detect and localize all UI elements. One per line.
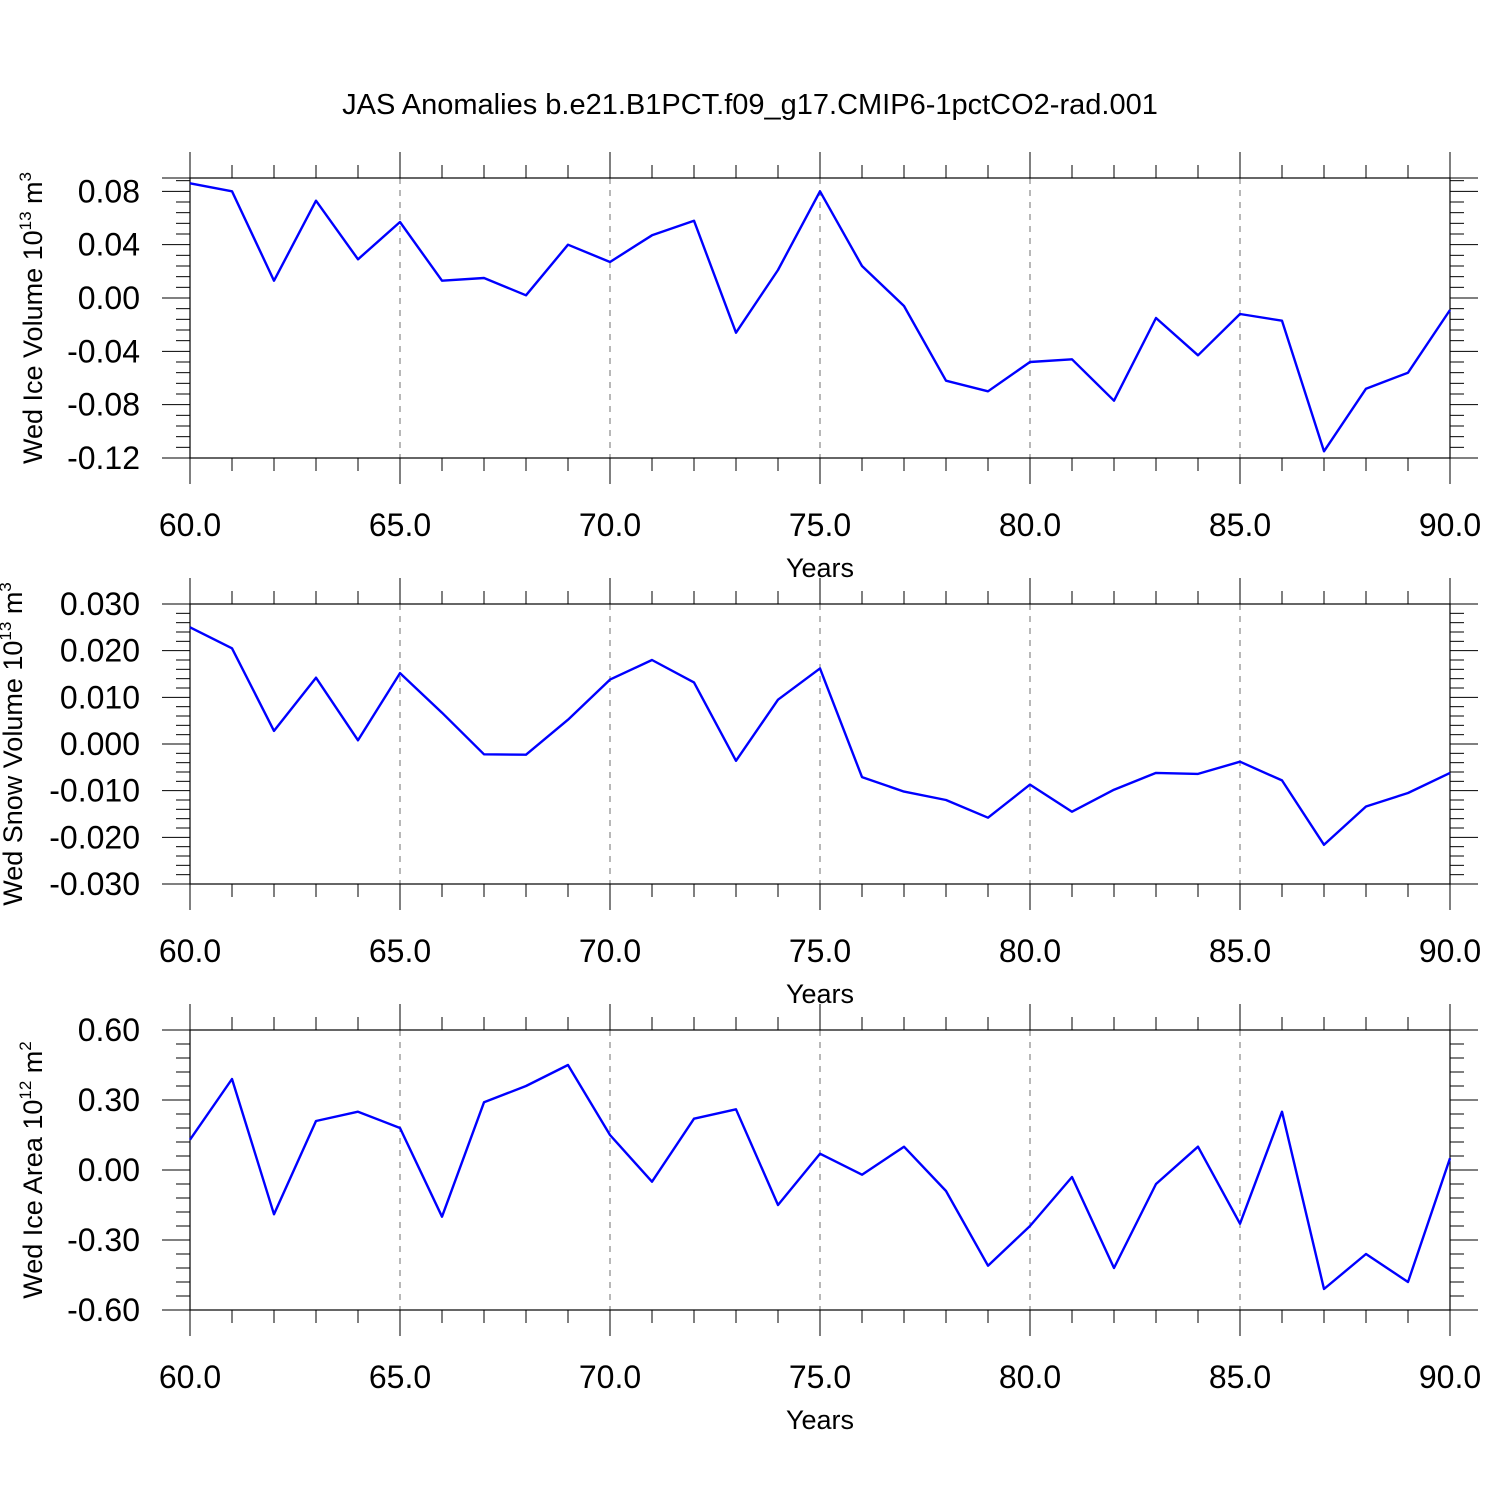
y-tick-label: -0.030 [49,866,140,902]
y-tick-label: 0.000 [60,726,140,762]
y-tick-label: -0.08 [67,387,140,423]
y-tick-label: 0.60 [78,1012,140,1048]
x-tick-label: 60.0 [159,507,221,543]
y-tick-label: 0.020 [60,633,140,669]
y-tick-label: 0.030 [60,586,140,622]
series-line [189,182,1451,453]
x-tick-label: 80.0 [999,1359,1061,1395]
y-tick-label: -0.010 [49,773,140,809]
panel-2: 0.030 0.020 0.010 0.000 -0.010 -0.020 -0.030 60… [0,578,1481,1009]
x-tick-label: 85.0 [1209,933,1271,969]
y-axis-title: Wed Ice Volume 1013 m3 [16,172,48,464]
series-line [189,1063,1452,1291]
x-tick-label: 85.0 [1209,1359,1271,1395]
y-tick-label: 0.00 [78,280,140,316]
y-tick-label: 0.04 [78,227,140,263]
x-tick-label: 60.0 [159,933,221,969]
x-tick-label: 65.0 [369,507,431,543]
x-axis-title: Years [786,1405,854,1435]
y-tick-label: -0.04 [67,333,140,369]
y-tick-label: 0.08 [78,173,140,209]
x-tick-label: 80.0 [999,933,1061,969]
panel-3: 0.60 0.30 0.00 -0.30 -0.60 60.0 65.0 70.0 75.0 80… [16,1004,1481,1435]
panel-1: 0.08 0.04 0.00 -0.04 -0.08 -0.12 60.0 65.0 70.0 7… [16,152,1481,583]
y-tick-label: 0.00 [78,1152,140,1188]
x-tick-label: 75.0 [789,1359,851,1395]
y-tick-label: 0.010 [60,679,140,715]
chart-title: JAS Anomalies b.e21.B1PCT.f09_g17.CMIP6-… [342,89,1158,121]
y-tick-label: 0.30 [78,1082,140,1118]
x-tick-label: 90.0 [1419,1359,1481,1395]
x-tick-label: 75.0 [789,933,851,969]
x-tick-label: 70.0 [579,1359,641,1395]
x-tick-label: 60.0 [159,1359,221,1395]
y-axis-title: Wed Snow Volume 1013 m3 [0,582,28,906]
x-tick-label: 75.0 [789,507,851,543]
x-tick-label: 70.0 [579,933,641,969]
series-line [189,626,1451,846]
x-tick-label: 80.0 [999,507,1061,543]
y-tick-label: -0.30 [67,1222,140,1258]
x-tick-label: 85.0 [1209,507,1271,543]
x-tick-label: 90.0 [1419,507,1481,543]
y-tick-label: -0.020 [49,819,140,855]
y-axis-title: Wed Ice Area 1012 m2 [16,1041,48,1299]
x-tick-label: 65.0 [369,933,431,969]
x-tick-label: 70.0 [579,507,641,543]
x-tick-label: 90.0 [1419,933,1481,969]
y-tick-label: -0.12 [67,440,140,476]
y-tick-label: -0.60 [67,1292,140,1328]
x-tick-label: 65.0 [369,1359,431,1395]
